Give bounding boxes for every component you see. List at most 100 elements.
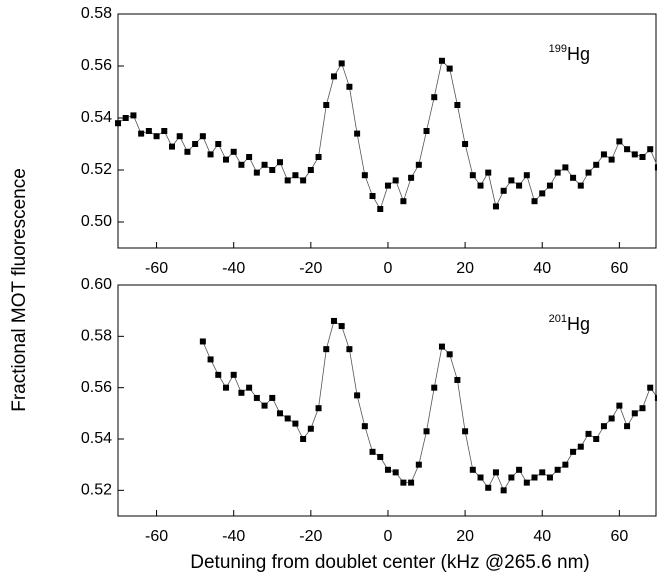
data-point — [300, 177, 307, 184]
data-point — [485, 169, 492, 176]
data-point — [446, 65, 453, 72]
data-point — [531, 474, 538, 481]
data-point — [492, 469, 499, 476]
y-tick-label: 0.60 — [81, 276, 112, 293]
data-point — [222, 156, 229, 163]
x-tick-label: -40 — [222, 528, 245, 545]
data-point — [639, 405, 646, 412]
y-tick-label: 0.58 — [81, 5, 112, 22]
data-point — [138, 130, 145, 137]
data-point — [246, 154, 253, 160]
data-point — [554, 466, 561, 473]
x-tick-label: -40 — [222, 260, 245, 277]
data-point — [415, 461, 422, 468]
data-point — [647, 384, 654, 391]
data-point — [408, 174, 415, 181]
x-tick-label: 60 — [610, 528, 628, 545]
data-point — [300, 436, 307, 442]
data-point — [585, 430, 592, 437]
data-point — [361, 172, 368, 179]
data-point — [145, 128, 152, 134]
x-tick-label: -60 — [145, 260, 168, 277]
data-point — [616, 402, 623, 409]
data-point — [230, 371, 237, 378]
annotation: 199Hg — [549, 43, 590, 64]
data-point — [400, 479, 407, 486]
data-point — [438, 343, 445, 350]
data-point — [539, 469, 546, 476]
y-axis-label: Fractional MOT fluorescence — [9, 168, 30, 412]
data-point — [523, 479, 530, 486]
data-point — [253, 169, 260, 176]
data-point — [546, 474, 553, 481]
data-point — [377, 453, 384, 460]
data-point — [369, 193, 376, 199]
data-point — [624, 423, 631, 430]
data-point — [654, 164, 657, 171]
data-point — [307, 425, 314, 432]
data-point — [600, 423, 607, 430]
data-point — [238, 389, 245, 396]
data-point — [608, 156, 615, 163]
data-point — [323, 102, 330, 108]
data-point — [369, 448, 376, 455]
x-tick-label: -20 — [299, 528, 322, 545]
data-point — [276, 410, 283, 417]
data-point — [130, 112, 137, 119]
data-point — [292, 172, 299, 179]
data-point — [577, 182, 584, 189]
data-point — [485, 484, 492, 491]
data-point — [284, 415, 291, 422]
y-tick-label: 0.56 — [81, 57, 112, 74]
data-point — [284, 177, 291, 184]
data-point — [207, 151, 214, 158]
plot-frame — [117, 13, 657, 249]
data-point — [500, 187, 507, 194]
x-tick-label: 40 — [533, 260, 551, 277]
data-point — [338, 323, 345, 330]
data-point — [593, 161, 600, 168]
data-point — [307, 167, 314, 173]
data-point — [261, 402, 268, 409]
data-point — [253, 394, 260, 401]
data-point — [608, 415, 615, 422]
annotation-symbol: Hg — [567, 314, 590, 334]
x-tick-label: 0 — [384, 528, 393, 545]
data-point — [384, 466, 391, 473]
data-point — [562, 461, 569, 468]
x-tick-label: 60 — [610, 260, 628, 277]
annotation-mass: 201 — [549, 313, 567, 325]
data-point — [315, 405, 322, 412]
data-point — [654, 394, 657, 401]
annotation-symbol: Hg — [567, 44, 590, 64]
data-point — [477, 474, 484, 481]
y-tick-label: 0.52 — [81, 482, 112, 499]
data-point — [647, 146, 654, 153]
data-point — [346, 346, 353, 353]
data-point — [323, 346, 330, 353]
data-point — [330, 317, 337, 324]
data-point — [593, 436, 600, 442]
data-point — [246, 384, 253, 391]
data-point — [207, 356, 214, 363]
x-tick-label: 0 — [384, 260, 393, 277]
data-point — [415, 161, 422, 168]
data-point — [631, 410, 638, 417]
data-point — [531, 198, 538, 205]
data-point — [215, 141, 222, 147]
y-tick-label: 0.52 — [81, 161, 112, 178]
data-point — [192, 141, 199, 147]
data-point — [446, 351, 453, 358]
data-point — [261, 161, 268, 168]
data-point — [577, 443, 584, 450]
data-point — [585, 169, 592, 176]
data-point — [377, 206, 384, 212]
data-point — [276, 159, 283, 166]
data-point — [570, 174, 577, 181]
data-point — [508, 474, 515, 481]
data-point — [423, 428, 430, 435]
data-point — [184, 148, 191, 155]
data-point — [346, 83, 353, 90]
data-point — [338, 60, 345, 67]
